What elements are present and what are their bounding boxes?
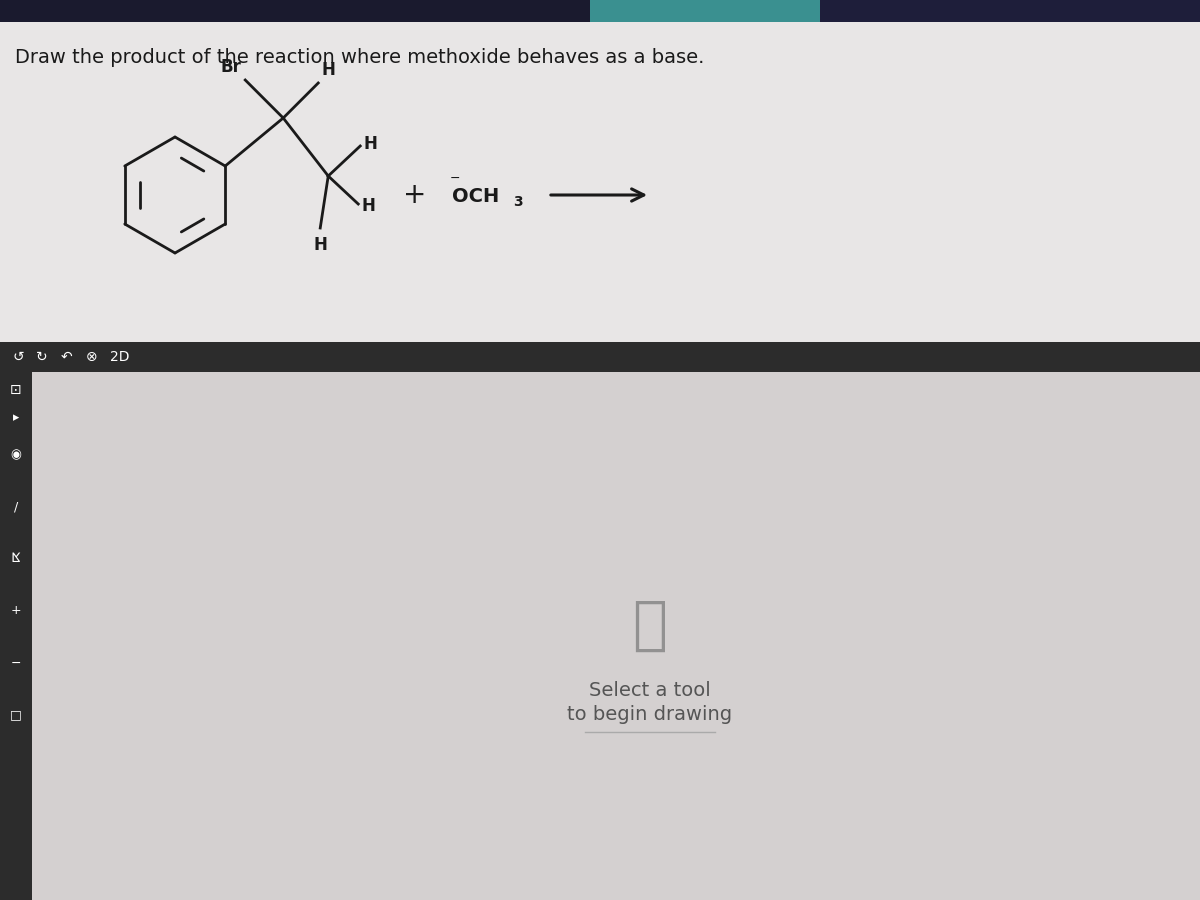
Text: /: / bbox=[14, 500, 18, 514]
Bar bbox=[820, 0, 1200, 22]
Bar bbox=[0, 0, 1200, 22]
Text: ⴿ: ⴿ bbox=[12, 553, 20, 565]
Text: H: H bbox=[322, 61, 335, 79]
Text: ◉: ◉ bbox=[11, 448, 22, 462]
Text: ⊡: ⊡ bbox=[10, 383, 22, 397]
Text: 3: 3 bbox=[514, 195, 523, 209]
Text: to begin drawing: to begin drawing bbox=[568, 706, 732, 724]
Text: □: □ bbox=[10, 708, 22, 722]
Text: H: H bbox=[361, 197, 376, 215]
Text: ↶: ↶ bbox=[60, 350, 72, 364]
Bar bbox=[590, 0, 820, 22]
Text: OCH: OCH bbox=[452, 187, 499, 206]
Text: Select a tool: Select a tool bbox=[589, 680, 710, 699]
Text: Draw the product of the reaction where methoxide behaves as a base.: Draw the product of the reaction where m… bbox=[14, 48, 704, 67]
Text: ⊗: ⊗ bbox=[86, 350, 98, 364]
Text: ↻: ↻ bbox=[36, 350, 48, 364]
Text: ▸: ▸ bbox=[13, 411, 19, 425]
Text: −: − bbox=[450, 172, 461, 185]
Text: H: H bbox=[313, 236, 328, 254]
Text: −: − bbox=[11, 656, 22, 670]
Text: +: + bbox=[403, 181, 427, 209]
Text: +: + bbox=[11, 605, 22, 617]
Text: 🤚: 🤚 bbox=[632, 597, 667, 653]
Bar bbox=[0, 342, 1200, 372]
Bar bbox=[32, 372, 1200, 900]
Text: ↺: ↺ bbox=[12, 350, 24, 364]
Bar bbox=[0, 22, 1200, 342]
Text: H: H bbox=[364, 135, 377, 153]
Text: 2D: 2D bbox=[110, 350, 130, 364]
Bar bbox=[0, 372, 32, 900]
Text: Br: Br bbox=[221, 58, 241, 76]
